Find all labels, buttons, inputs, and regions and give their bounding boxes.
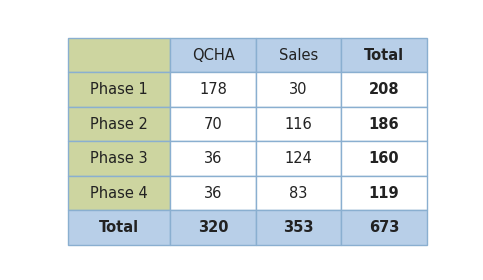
Text: 83: 83 — [289, 186, 308, 201]
Text: 673: 673 — [369, 220, 399, 235]
Bar — [170, 73, 256, 107]
Text: 160: 160 — [369, 151, 399, 166]
Text: QCHA: QCHA — [192, 48, 234, 63]
Text: Total: Total — [99, 220, 139, 235]
Text: Total: Total — [364, 48, 404, 63]
Text: 186: 186 — [369, 117, 399, 132]
Text: Sales: Sales — [279, 48, 318, 63]
Bar — [170, 141, 256, 176]
Text: 36: 36 — [204, 151, 222, 166]
Bar — [341, 38, 427, 73]
Bar — [256, 210, 341, 245]
Bar — [341, 141, 427, 176]
Text: Phase 4: Phase 4 — [90, 186, 148, 201]
Bar — [170, 107, 256, 141]
Text: 208: 208 — [369, 82, 399, 97]
Text: 30: 30 — [289, 82, 308, 97]
Bar — [68, 210, 170, 245]
Bar — [256, 73, 341, 107]
Text: 320: 320 — [198, 220, 228, 235]
Text: 353: 353 — [284, 220, 314, 235]
Bar — [68, 107, 170, 141]
Text: 36: 36 — [204, 186, 222, 201]
Text: 119: 119 — [369, 186, 399, 201]
Bar — [68, 38, 170, 73]
Bar — [341, 176, 427, 210]
Bar — [170, 210, 256, 245]
Bar — [68, 141, 170, 176]
Bar — [256, 176, 341, 210]
Text: 178: 178 — [199, 82, 227, 97]
Bar — [68, 73, 170, 107]
Text: Phase 3: Phase 3 — [90, 151, 148, 166]
Bar — [256, 107, 341, 141]
Bar — [170, 176, 256, 210]
Bar — [256, 38, 341, 73]
Bar — [68, 176, 170, 210]
Text: Phase 2: Phase 2 — [90, 117, 148, 132]
Bar — [341, 107, 427, 141]
Bar — [256, 141, 341, 176]
Bar — [341, 73, 427, 107]
Text: Phase 1: Phase 1 — [90, 82, 148, 97]
Bar — [170, 38, 256, 73]
Text: 116: 116 — [284, 117, 313, 132]
Text: 124: 124 — [284, 151, 313, 166]
Text: 70: 70 — [204, 117, 222, 132]
Bar — [341, 210, 427, 245]
